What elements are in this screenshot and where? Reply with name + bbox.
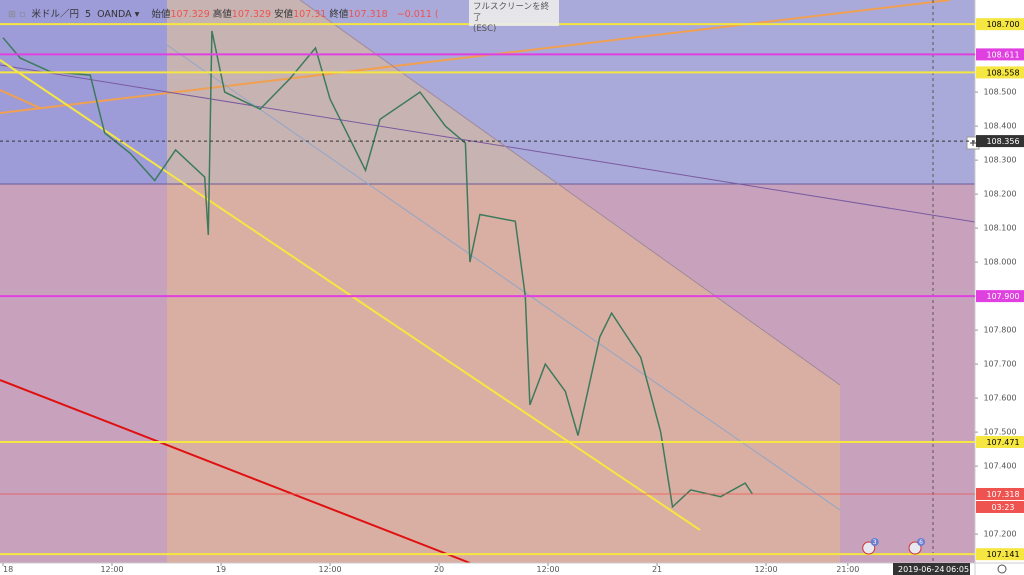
level-label: 108.356 — [986, 137, 1019, 146]
trend-line — [0, 64, 976, 223]
ohlc-label: 安値 — [274, 9, 294, 20]
countdown-bg — [976, 500, 1024, 513]
event-count: 6 — [919, 539, 923, 546]
x-tick-label: 12:00 — [318, 565, 341, 574]
y-tick-label: 108.300 — [983, 156, 1016, 165]
date-label: 2019-06-24 — [898, 565, 945, 574]
event-flag[interactable]: 6 — [908, 538, 926, 555]
ohlc-label: 高値 — [212, 9, 232, 20]
settings-icon[interactable] — [997, 564, 1007, 574]
level-label-bg — [976, 66, 1024, 79]
event-count: 3 — [873, 539, 877, 546]
level-label: 107.141 — [986, 550, 1019, 559]
x-tick-label: 12:00 — [755, 565, 778, 574]
ohlc-value: 107.329 — [170, 9, 210, 20]
ohlc-value: 107.329 — [231, 9, 272, 20]
icon: ⊞ ▫ — [8, 9, 26, 20]
ohlc-label: 始値 — [151, 9, 171, 20]
level-label: 107.471 — [986, 438, 1019, 447]
y-tick-label: 107.700 — [983, 360, 1016, 369]
event-badge — [870, 538, 879, 546]
event-badge — [917, 538, 926, 546]
level-label: 107.900 — [986, 292, 1019, 301]
x-tick-label: 12:00 — [100, 565, 123, 574]
symbol[interactable]: 米ドル／円 — [31, 9, 79, 20]
x-tick-label: 19 — [216, 565, 226, 574]
countdown: 03:23 — [991, 503, 1014, 512]
level-label: 107.318 — [986, 490, 1019, 499]
trend-line — [0, 379, 471, 564]
event-icon — [908, 541, 922, 555]
level-label: 108.558 — [986, 68, 1019, 77]
interval[interactable]: 5 — [85, 9, 92, 20]
tooltip-key: (ESC) — [473, 24, 497, 34]
level-label-bg — [976, 135, 1024, 148]
level-label-bg — [976, 548, 1024, 561]
y-tick-label: 108.500 — [983, 88, 1016, 97]
trend-line — [0, 0, 951, 114]
trend-line — [0, 89, 41, 109]
date-label-bg — [893, 563, 970, 575]
y-tick-label: 108.400 — [983, 122, 1016, 131]
channel-area — [167, 0, 840, 563]
x-tick-label: 18 — [3, 565, 13, 574]
x-tick-label: 20 — [434, 565, 444, 574]
channel-line — [299, 0, 841, 386]
axis-labels: 108.500 108.400 108.300 108.200 108.100 108.0… — [2, 88, 1017, 574]
ohlc-value: 107.318 — [348, 9, 388, 20]
ohlc: 始値107.329 高値107.329 安値107.31 終値107.318 — [151, 9, 390, 20]
channel-mid — [166, 44, 841, 511]
y-tick-label: 108.200 — [983, 190, 1016, 199]
change: −0.011 ( — [396, 9, 439, 20]
y-tick-label: 107.600 — [983, 394, 1016, 403]
ohlc-value: 107.31 — [293, 9, 327, 20]
y-tick-label: 107.800 — [983, 326, 1016, 335]
price-axis — [975, 0, 1024, 563]
level-label: 108.700 — [986, 20, 1019, 29]
price-line — [2, 30, 754, 509]
channel-line — [0, 59, 701, 531]
level-label-bg — [976, 290, 1024, 303]
level-label-bg — [976, 18, 1024, 31]
y-tick-label: 108.000 — [983, 258, 1016, 267]
level-label-bg — [976, 48, 1024, 61]
header: ⊞ ▫ 米ドル／円 5 OANDA ▾ 始値107.329 高値107.329 安値1… — [0, 6, 442, 22]
y-tick-label: 107.500 — [983, 428, 1016, 437]
level-label: 108.611 — [986, 50, 1019, 59]
tooltip-title: フルスクリーンを終了 — [473, 2, 550, 23]
x-tick-label: 21 — [652, 565, 662, 574]
x-tick-label: 12:00 — [537, 565, 560, 574]
tooltip: フルスクリーンを終了 (ESC) — [469, 0, 559, 34]
y-tick-label: 108.100 — [983, 224, 1016, 233]
event-icon — [862, 541, 876, 555]
x-tick-label: 21:00 — [836, 565, 859, 574]
broker[interactable]: OANDA — [97, 9, 132, 20]
y-tick-label: 107.200 — [983, 530, 1016, 539]
dropdown[interactable]: ▾ — [134, 9, 140, 20]
ohlc-label: 終値 — [329, 9, 349, 20]
time-axis — [0, 563, 1024, 575]
level-label-bg — [976, 435, 1024, 448]
event-flag[interactable]: 3 — [862, 538, 879, 555]
level-label-bg — [976, 487, 1024, 500]
time-label: 06:05 — [946, 565, 969, 574]
y-tick-label: 107.400 — [983, 462, 1016, 471]
